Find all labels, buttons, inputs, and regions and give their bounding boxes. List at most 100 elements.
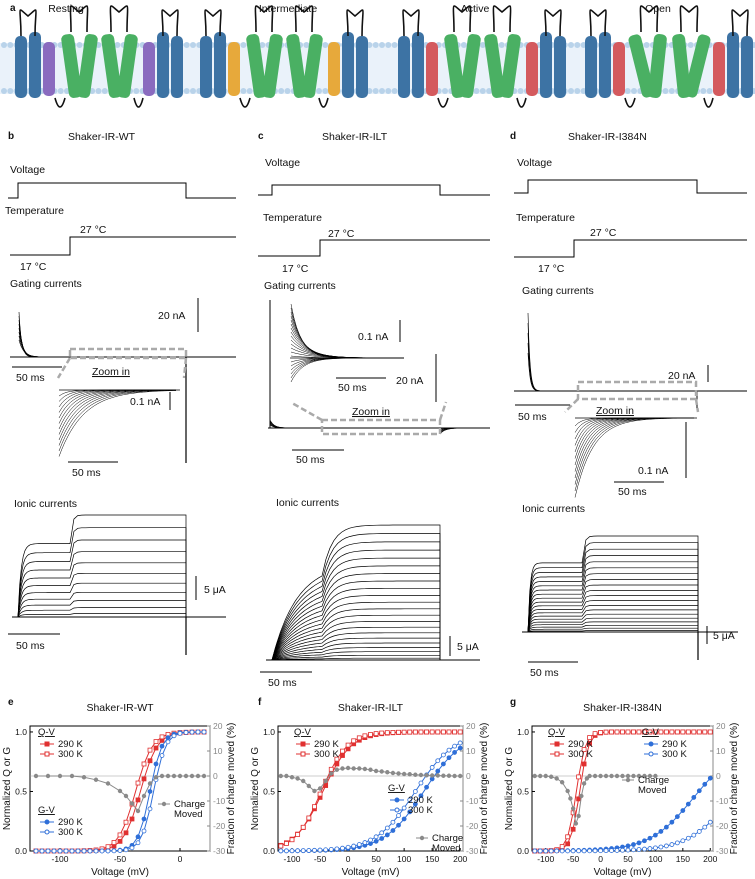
charge-point bbox=[340, 766, 345, 771]
qv-point bbox=[570, 826, 576, 832]
zoom-scale-d: 0.1 nA bbox=[638, 465, 668, 477]
x-tick-label: 100 bbox=[648, 854, 662, 864]
qv-point bbox=[440, 729, 446, 735]
gv-point bbox=[390, 819, 396, 825]
series-line bbox=[280, 731, 461, 847]
gv-point bbox=[685, 801, 691, 807]
charge-point bbox=[647, 773, 653, 779]
charge-point bbox=[189, 773, 195, 779]
lipid-head bbox=[379, 88, 385, 94]
helix bbox=[484, 34, 505, 98]
qv-point bbox=[123, 819, 129, 825]
helix-body bbox=[460, 34, 481, 98]
zoom-trace bbox=[574, 417, 694, 492]
qv-point bbox=[141, 776, 147, 782]
panel-b-title: Shaker-IR-WT bbox=[68, 131, 136, 143]
qv-point bbox=[446, 729, 452, 735]
gv-point bbox=[57, 848, 63, 854]
legend-label: 300 K bbox=[314, 749, 339, 760]
voltage-trace-b bbox=[8, 182, 236, 199]
qv-point bbox=[653, 729, 658, 735]
gv-point bbox=[159, 753, 165, 758]
qv-point bbox=[576, 774, 582, 780]
legend-marker bbox=[44, 751, 50, 757]
charge-point bbox=[278, 773, 284, 779]
linker-loop bbox=[731, 9, 749, 37]
lipid-head bbox=[7, 88, 14, 94]
y2-tick-label: -10 bbox=[466, 796, 479, 806]
legend-title: Q-V bbox=[294, 727, 312, 738]
ionic-trace bbox=[266, 524, 441, 661]
ionic-trace bbox=[522, 555, 699, 633]
legend-label: Charge bbox=[638, 775, 669, 786]
time-scale-c: 50 ms bbox=[296, 454, 325, 466]
ionic-trace bbox=[522, 617, 699, 633]
ionic-trace bbox=[266, 565, 441, 661]
temp-low-c: 17 °C bbox=[282, 263, 309, 275]
y2-tick-label: -20 bbox=[213, 821, 226, 831]
gv-point bbox=[390, 828, 396, 833]
lipid-head bbox=[183, 88, 190, 94]
gv-point bbox=[396, 813, 401, 818]
helix-body bbox=[61, 34, 82, 98]
zoom-time-b: 50 ms bbox=[72, 467, 101, 479]
helix bbox=[171, 36, 183, 98]
gv-point bbox=[685, 835, 691, 841]
gv-point bbox=[418, 780, 424, 786]
helix-body bbox=[426, 42, 438, 96]
qv-point bbox=[642, 729, 647, 735]
linker-loop bbox=[544, 9, 562, 37]
linker-loop bbox=[69, 5, 89, 33]
zoom-trace bbox=[290, 357, 380, 371]
charge-point bbox=[334, 767, 340, 772]
charge-point bbox=[373, 768, 379, 774]
gv-point bbox=[696, 788, 702, 794]
qv-point bbox=[696, 729, 702, 735]
zoom-time-d: 50 ms bbox=[618, 486, 647, 498]
qv-point bbox=[147, 758, 153, 764]
gv-point bbox=[707, 775, 713, 781]
ionic-trace bbox=[522, 590, 699, 633]
helix bbox=[554, 36, 566, 98]
charge-point bbox=[312, 788, 317, 794]
trace bbox=[18, 311, 45, 358]
qv-point bbox=[587, 740, 592, 746]
zoom-line-left-d bbox=[564, 398, 579, 413]
gv-point bbox=[147, 789, 153, 794]
lipid-head bbox=[700, 88, 707, 94]
gv-point bbox=[559, 848, 565, 854]
helix bbox=[540, 32, 552, 98]
helix bbox=[426, 42, 438, 96]
charge-point bbox=[418, 772, 424, 778]
lipid-head bbox=[473, 88, 480, 94]
gv-point bbox=[631, 842, 636, 847]
gv-point bbox=[334, 846, 340, 852]
legend-title: Q-V bbox=[38, 727, 56, 738]
helix bbox=[727, 32, 739, 98]
gv-point bbox=[658, 844, 664, 850]
y2-tick-label: 0 bbox=[716, 771, 721, 781]
y2-tick-label: -30 bbox=[716, 846, 729, 856]
helix-body bbox=[43, 42, 55, 96]
helix bbox=[15, 36, 27, 98]
charge-point bbox=[129, 801, 135, 806]
zoom-trace bbox=[574, 417, 694, 466]
gv-point bbox=[135, 840, 141, 846]
charge-point bbox=[329, 771, 334, 776]
gv-point bbox=[702, 781, 708, 787]
gv-point bbox=[356, 842, 362, 847]
y-axis-label: Normalized Q or G bbox=[2, 747, 13, 831]
state-label-active: Active bbox=[461, 3, 490, 15]
helix bbox=[672, 33, 691, 99]
helix bbox=[398, 36, 410, 98]
ionic-trace bbox=[266, 642, 441, 661]
helix bbox=[648, 33, 667, 99]
qv-point bbox=[284, 841, 289, 846]
trace bbox=[527, 312, 560, 392]
charge-point bbox=[435, 773, 440, 778]
charge-point bbox=[538, 773, 543, 779]
gv-point bbox=[581, 848, 587, 854]
qv-point bbox=[159, 734, 165, 740]
lipid-head bbox=[498, 42, 505, 48]
linker-loop bbox=[679, 5, 699, 33]
